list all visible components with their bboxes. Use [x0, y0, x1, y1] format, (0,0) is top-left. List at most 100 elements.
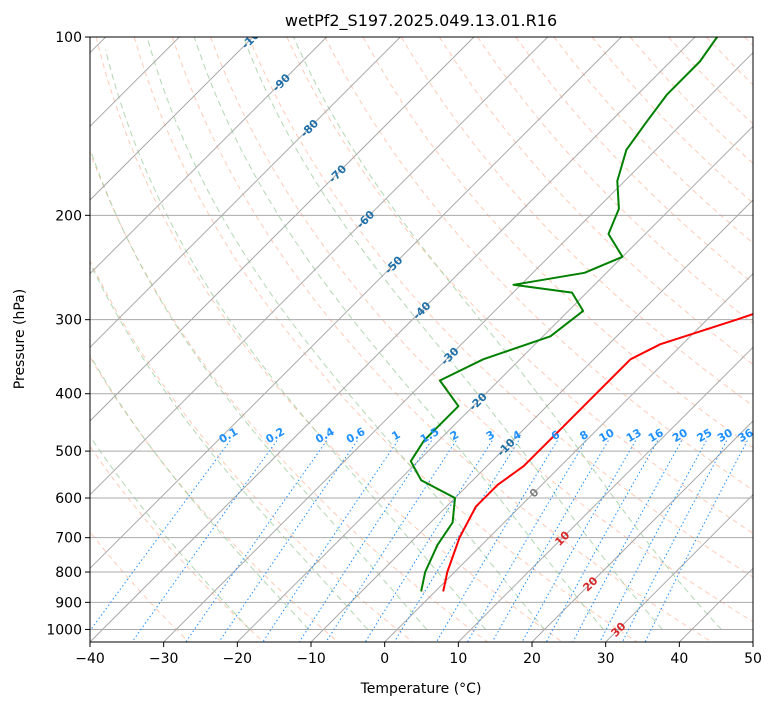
moist-adiabat	[293, 37, 722, 630]
series-point	[497, 484, 499, 486]
series-point	[666, 93, 668, 95]
moist-adiabat	[193, 37, 604, 630]
mixing-ratio-line	[185, 440, 328, 642]
mixing-ratio-line	[545, 440, 659, 642]
isotherm-line	[90, 37, 475, 422]
dry-adiabat	[362, 37, 753, 449]
series-point	[458, 537, 461, 539]
series-line-0	[442, 312, 753, 592]
y-axis: 100 200 300 400 500 600 700 800 900 1000	[46, 30, 90, 638]
moist-adiabat	[90, 147, 428, 630]
x-tick-label: 20	[523, 651, 541, 667]
mixing-ratio-line	[435, 440, 558, 642]
series-point	[439, 379, 441, 382]
y-axis-label: Pressure (hPa)	[12, 289, 28, 389]
x-tick-label: 50	[744, 651, 762, 667]
y-tick-label: 200	[55, 208, 82, 224]
mixing-ratio-line	[644, 440, 748, 642]
series-point	[452, 521, 454, 524]
moist-adiabat	[146, 37, 545, 630]
series-point	[454, 497, 456, 499]
series-point	[436, 544, 439, 546]
moist-adiabat	[90, 354, 310, 630]
x-tick-label: −30	[149, 651, 179, 667]
series-point	[607, 233, 610, 235]
chart-title: wetPf2_S197.2025.049.13.01.R16	[285, 11, 557, 31]
isotherm-line	[605, 493, 753, 642]
series-point	[629, 358, 632, 360]
isotherm-line	[531, 420, 753, 642]
y-tick-label: 800	[55, 565, 82, 581]
series-point	[699, 60, 701, 63]
series-point	[625, 149, 628, 151]
isotherm-line	[310, 199, 753, 642]
series-point	[457, 405, 459, 407]
mixing-ratio-line	[599, 440, 707, 642]
series-point	[583, 272, 586, 274]
mixing-ratio-line	[393, 440, 520, 642]
dry-adiabat	[248, 37, 753, 578]
plot-frame	[89, 36, 754, 643]
series-point	[644, 123, 646, 125]
isotherm-line	[384, 272, 753, 642]
x-tick-label: 40	[670, 651, 688, 667]
isotherm-line	[457, 346, 753, 642]
y-tick-label: 500	[55, 444, 82, 460]
moist-adiabat	[242, 37, 663, 630]
isotherm-line	[90, 37, 254, 201]
dry-adiabat	[90, 445, 264, 642]
y-tick-label: 1000	[46, 622, 82, 638]
series-point	[482, 358, 484, 360]
x-tick-label: 30	[597, 651, 615, 667]
series-point	[582, 310, 584, 312]
mixing-ratio-line	[572, 440, 683, 642]
series-point	[446, 571, 448, 573]
dry-adiabat	[324, 37, 753, 491]
series-point	[410, 460, 412, 462]
series-point	[595, 393, 597, 395]
series-point	[621, 256, 624, 258]
dry-adiabat	[210, 37, 753, 623]
x-tick-label: 10	[449, 651, 467, 667]
series-point	[512, 284, 515, 286]
y-tick-label: 900	[55, 595, 82, 611]
mixing-ratio-line	[90, 440, 231, 632]
mixing-ratio-line	[218, 440, 358, 642]
mixing-ratio-label: 36	[736, 426, 756, 445]
mixing-ratio-line	[621, 440, 728, 642]
series-point	[442, 590, 444, 592]
y-tick-label: 400	[55, 387, 82, 403]
series-point	[659, 343, 662, 345]
series-point	[420, 479, 422, 481]
x-tick-label: −20	[223, 651, 253, 667]
series-point	[523, 465, 525, 467]
series-point	[423, 440, 425, 442]
series-point	[549, 335, 552, 337]
series-point	[571, 292, 573, 294]
dry-adiabat	[400, 37, 753, 407]
mixing-ratio-line	[491, 440, 609, 642]
series-point	[616, 180, 618, 182]
data-series	[409, 37, 753, 592]
background-lines	[90, 37, 753, 642]
x-axis: −40 −30 −20 −10 0 10 20 30 40 50	[75, 642, 762, 667]
series-point	[475, 505, 477, 507]
y-tick-label: 700	[55, 531, 82, 547]
moist-adiabat	[105, 49, 486, 630]
series-point	[618, 208, 620, 210]
isotherm-line	[90, 37, 401, 349]
y-tick-label: 100	[55, 30, 82, 46]
series-point	[424, 571, 426, 573]
isotherm-line	[90, 37, 622, 570]
x-axis-label: Temperature (°C)	[360, 681, 482, 697]
dry-adiabat	[95, 37, 563, 642]
series-point	[420, 590, 422, 592]
mixing-ratio-line	[262, 440, 399, 642]
y-tick-label: 300	[55, 313, 82, 329]
dry-adiabat	[133, 37, 638, 642]
mixing-ratio-line	[131, 440, 278, 642]
x-tick-label: 0	[380, 651, 389, 667]
dry-adiabat	[90, 150, 488, 642]
x-tick-label: −10	[296, 651, 326, 667]
